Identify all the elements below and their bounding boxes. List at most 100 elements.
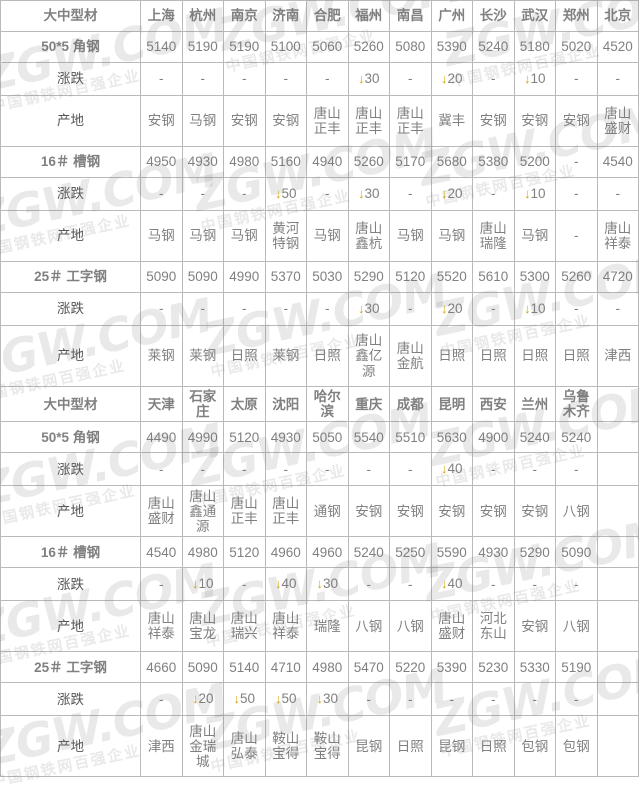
channel-origin-1: 唐山宝龙 (181, 600, 224, 653)
channel-change-5: - (347, 567, 390, 602)
ibeam-change-5: - (347, 682, 390, 717)
table-row: 产地 安钢 马钢 安钢 安钢 唐山正丰 唐山正丰 唐山正丰 冀丰 安钢 安钢 安钢 唐山盛财 (0, 95, 639, 147)
angle-change-11: - (596, 62, 639, 96)
angle-change-10: - (555, 452, 598, 487)
channel-origin-4: 瑞隆 (306, 600, 349, 653)
ibeam-price-5: 5290 (347, 261, 390, 293)
ibeam-origin-4: 日照 (306, 325, 349, 387)
channel-price-4: 4960 (306, 536, 349, 569)
city-header-7: 昆明 (430, 385, 473, 423)
city-header-9: 兰州 (513, 385, 556, 423)
angle-origin-11: 唐山盛财 (596, 95, 639, 147)
channel-origin-0: 马钢 (140, 210, 183, 262)
angle-price-6: 5080 (389, 31, 432, 63)
arrow-down-icon: ↓ (191, 576, 199, 592)
angle-origin-9: 安钢 (513, 95, 556, 147)
channel-change-7: ↓20 (430, 177, 473, 211)
ibeam-origin-10: 日照 (555, 325, 598, 387)
origin-label-channel: 产地 (0, 210, 141, 262)
table-row: 25＃ 工字钢 5090 5090 4990 5370 5030 5290 5120 5520 5… (0, 261, 639, 293)
channel-origin-11: 唐山祥泰 (596, 210, 639, 262)
ibeam-change-9: - (513, 682, 556, 717)
table-row: 25＃ 工字钢 4660 5090 5140 4710 4980 5470 5220 5390 5… (0, 651, 639, 684)
angle-change-4: - (306, 62, 349, 96)
arrow-down-icon: ↓ (440, 71, 448, 87)
origin-label-channel: 产地 (0, 600, 141, 653)
angle-price-11: 4520 (596, 31, 639, 63)
channel-origin-5: 唐山鑫杭 (347, 210, 390, 262)
arrow-down-icon: ↓ (316, 691, 323, 707)
channel-change-3: ↓50 (264, 177, 307, 211)
angle-price-2: 5120 (223, 421, 266, 454)
ibeam-change-10: - (555, 292, 598, 326)
ibeam-price-10: 5260 (555, 261, 598, 293)
channel-price-1: 4930 (181, 146, 224, 178)
city-header-5: 福州 (347, 0, 390, 32)
table-row: 涨跌 - ↓10- ↓40 ↓30- - ↓40- - - (0, 567, 639, 602)
angle-origin-1: 唐山鑫通源 (181, 485, 224, 538)
table-row: 涨跌 - - - - - ↓30- ↓20- ↓10- - (0, 292, 639, 326)
angle-change-10: - (555, 62, 598, 96)
channel-origin-7: 唐山盛财 (430, 600, 473, 653)
angle-change-5: - (347, 452, 390, 487)
ibeam-change-0: - (140, 682, 183, 717)
table-row: 16＃ 槽钢 4540 4980 5120 4960 4960 5240 5250 5590 49… (0, 536, 639, 569)
ibeam-price-2: 5140 (223, 651, 266, 684)
channel-change-6: - (389, 177, 432, 211)
section-title: 大中型材 (0, 0, 141, 32)
origin-label-ibeam: 产地 (0, 325, 141, 387)
city-header-11: 北京 (596, 0, 639, 32)
channel-change-5: ↓30 (347, 177, 390, 211)
table-row: 产地 马钢 马钢 马钢 黄河特钢 马钢 唐山鑫杭 马钢 马钢 唐山瑞隆 马钢 - 唐山祥泰 (0, 210, 639, 262)
ibeam-origin-7: 日照 (430, 325, 473, 387)
arrow-down-icon: ↓ (523, 186, 531, 202)
table-row: 产地 唐山祥泰 唐山宝龙 唐山瑞兴 唐山祥泰 瑞隆 八钢 八钢 唐山盛财 河北东山 安钢 八钢 (0, 600, 639, 653)
city-header-0: 天津 (140, 385, 183, 423)
ibeam-change-2: - (223, 292, 266, 326)
ibeam-change-8: - (472, 292, 515, 326)
channel-change-9: ↓10 (513, 177, 556, 211)
section-title: 大中型材 (0, 385, 141, 423)
channel-origin-1: 马钢 (181, 210, 224, 262)
angle-change-3: - (264, 452, 307, 487)
ibeam-change-7: - (430, 682, 473, 717)
city-header-1: 石家庄 (181, 385, 224, 423)
channel-change-0: - (140, 177, 183, 211)
angle-change-1: - (181, 62, 224, 96)
price-sheet: 大中型材 上海 杭州 南京 济南 合肥 福州 南昌 广州 长沙 武汉 郑州 北京 50*5 角钢 5140 5… (0, 0, 639, 778)
city-header-10: 郑州 (555, 0, 598, 32)
channel-price-7: 5590 (430, 536, 473, 569)
ibeam-origin-10: 包钢 (555, 715, 598, 778)
ibeam-origin-3: 鞍山宝得 (264, 715, 307, 778)
angle-origin-6: 安钢 (389, 485, 432, 538)
arrow-down-icon: ↓ (440, 301, 448, 317)
channel-change-9: - (513, 567, 556, 602)
angle-price-3: 4930 (264, 421, 307, 454)
change-label-ibeam: 涨跌 (0, 682, 141, 717)
ibeam-origin-6: 唐山金航 (389, 325, 432, 387)
channel-change-7: ↓40 (430, 567, 473, 602)
channel-change-8: - (472, 177, 515, 211)
channel-origin-8: 唐山瑞隆 (472, 210, 515, 262)
ibeam-change-6: - (389, 682, 432, 717)
angle-price-1: 5190 (181, 31, 224, 63)
channel-price-7: 5680 (430, 146, 473, 178)
angle-origin-9: 安钢 (513, 485, 556, 538)
angle-price-3: 5100 (264, 31, 307, 63)
channel-origin-9: 马钢 (513, 210, 556, 262)
angle-origin-7: 安钢 (430, 485, 473, 538)
table-row: 大中型材 天津 石家庄 太原 沈阳 哈尔滨 重庆 成都 昆明 西安 兰州 乌鲁木齐 (0, 385, 639, 423)
ibeam-origin-2: 唐山弘泰 (223, 715, 266, 778)
product-label-channel: 16＃ 槽钢 (0, 536, 141, 569)
table-row: 产地 莱钢 莱钢 日照 莱钢 日照 唐山鑫亿源 唐山金航 日照 日照 日照 日照 津西 (0, 325, 639, 387)
angle-origin-3: 唐山正丰 (264, 485, 307, 538)
change-label-angle: 涨跌 (0, 452, 141, 487)
table-row: 大中型材 上海 杭州 南京 济南 合肥 福州 南昌 广州 长沙 武汉 郑州 北京 (0, 0, 639, 32)
city-header-9: 武汉 (513, 0, 556, 32)
channel-change-2: - (223, 177, 266, 211)
ibeam-origin-8: 日照 (472, 715, 515, 778)
city-header-8: 长沙 (472, 0, 515, 32)
angle-origin-4: 唐山正丰 (306, 95, 349, 147)
angle-origin-10: 安钢 (555, 95, 598, 147)
arrow-down-icon: ↓ (440, 461, 448, 477)
